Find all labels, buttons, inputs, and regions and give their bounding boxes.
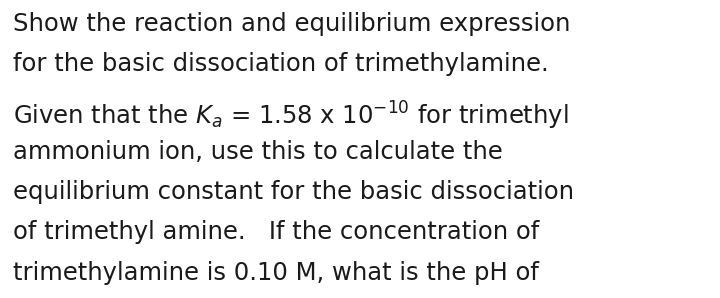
- Text: for the basic dissociation of trimethylamine.: for the basic dissociation of trimethyla…: [13, 52, 549, 76]
- Text: of trimethyl amine.   If the concentration of: of trimethyl amine. If the concentration…: [13, 220, 539, 244]
- Text: trimethylamine is 0.10 M, what is the pH of: trimethylamine is 0.10 M, what is the pH…: [13, 260, 539, 285]
- Text: Show the reaction and equilibrium expression: Show the reaction and equilibrium expres…: [13, 12, 570, 36]
- Text: equilibrium constant for the basic dissociation: equilibrium constant for the basic disso…: [13, 180, 574, 204]
- Text: Given that the $K_a$ = 1.58 x 10$^{-10}$ for trimethyl: Given that the $K_a$ = 1.58 x 10$^{-10}$…: [13, 100, 569, 132]
- Text: ammonium ion, use this to calculate the: ammonium ion, use this to calculate the: [13, 140, 503, 164]
